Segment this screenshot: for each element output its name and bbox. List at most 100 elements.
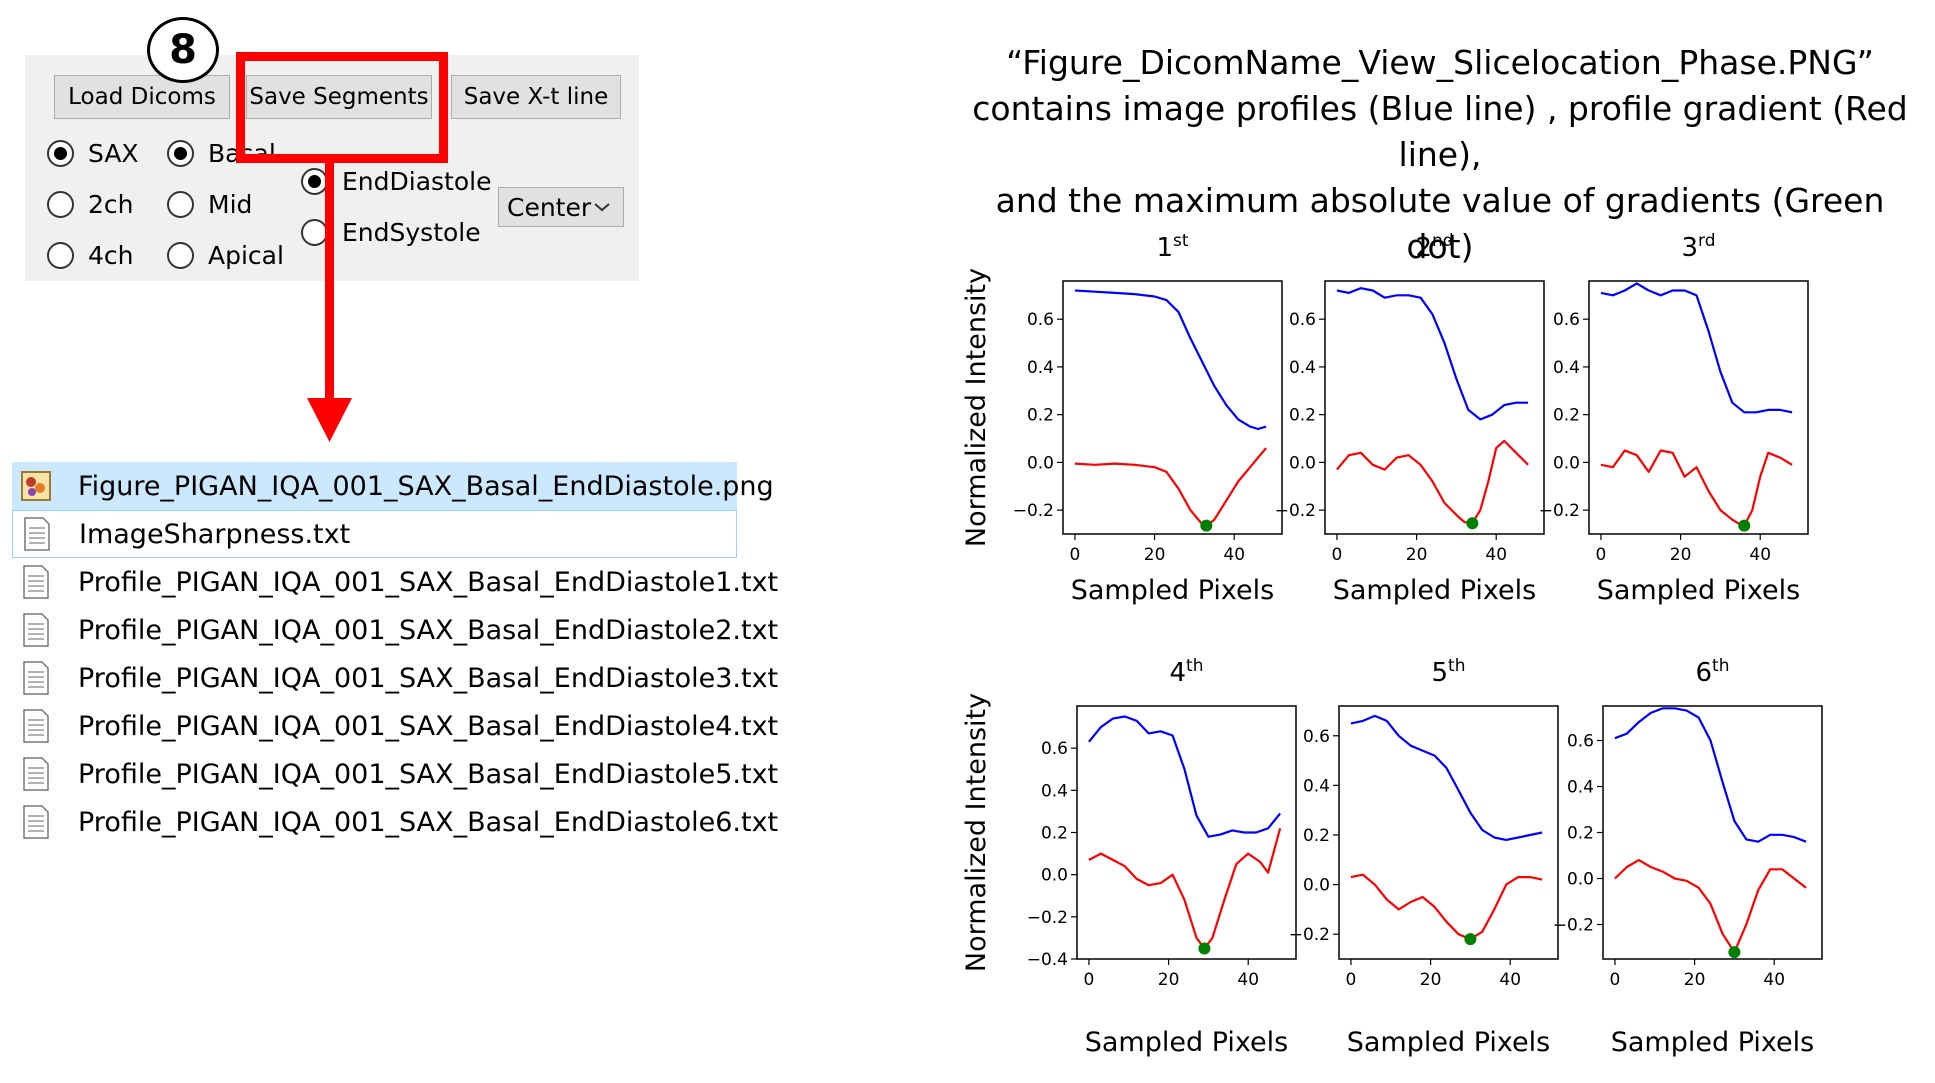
x-tick-label: 20 [1420, 970, 1442, 990]
y-tick-label: 0.0 [1553, 453, 1580, 473]
radio-dot [47, 242, 74, 269]
radio-label: SAX [88, 139, 139, 168]
y-tick-label: 0.0 [1027, 453, 1054, 473]
radio-view-sax[interactable]: SAX [47, 139, 139, 168]
y-tick-label: 0.0 [1289, 453, 1316, 473]
radio-slice-mid[interactable]: Mid [167, 190, 252, 219]
y-tick-label: 0.0 [1303, 876, 1330, 896]
chart-title: 6th [1696, 656, 1730, 688]
x-tick-label: 0 [1596, 545, 1607, 565]
profile-line [1350, 714, 1543, 842]
radio-dot [47, 140, 74, 167]
radio-dot [47, 191, 74, 218]
plot-frame [1338, 705, 1559, 960]
file-name: ImageSharpness.txt [79, 518, 351, 550]
file-name: Profile_PIGAN_IQA_001_SAX_Basal_EndDiast… [78, 566, 779, 598]
location-select[interactable]: Center [498, 187, 624, 227]
plot-frame [1324, 280, 1545, 535]
x-tick-label: 40 [1237, 970, 1259, 990]
chart-title: 2nd [1415, 231, 1453, 263]
y-tick-label: 0.6 [1041, 739, 1068, 759]
file-row-profile-4[interactable]: Profile_PIGAN_IQA_001_SAX_Basal_EndDiast… [12, 702, 778, 750]
x-tick-label: 20 [1158, 970, 1180, 990]
location-select-value: Center [507, 192, 592, 222]
y-tick-label: −0.2 [1013, 501, 1054, 521]
x-tick-label: 20 [1406, 545, 1428, 565]
file-row-profile-5[interactable]: Profile_PIGAN_IQA_001_SAX_Basal_EndDiast… [12, 750, 778, 798]
radio-view-4ch[interactable]: 4ch [47, 241, 134, 270]
y-tick-label: 0.4 [1553, 358, 1580, 378]
x-tick-label: 20 [1144, 545, 1166, 565]
radio-dot [167, 140, 194, 167]
file-row-figure-png[interactable]: Figure_PIGAN_IQA_001_SAX_Basal_EndDiasto… [12, 462, 774, 510]
x-tick-label: 20 [1670, 545, 1692, 565]
file-row-profile-2[interactable]: Profile_PIGAN_IQA_001_SAX_Basal_EndDiast… [12, 606, 778, 654]
y-tick-label: 0.6 [1289, 310, 1316, 330]
caption-line-2: contains image profiles (Blue line) , pr… [972, 89, 1908, 174]
y-tick-label: 0.2 [1553, 406, 1580, 426]
profile-chart-5: 5th 0 20 40 −0.2 0.0 0.2 0.4 0.6 Sampled Pixels [1289, 656, 1559, 1058]
y-tick-label: 0.2 [1027, 406, 1054, 426]
gradient-line [1336, 439, 1529, 525]
profile-chart-2: 2nd 0 20 40 −0.2 0.0 0.2 0.4 0.6 Sampled Pixels [1275, 231, 1545, 606]
max-gradient-dot [1200, 519, 1213, 532]
y-tick-label: −0.2 [1553, 916, 1594, 936]
radio-view-2ch[interactable]: 2ch [47, 190, 134, 219]
file-name: Profile_PIGAN_IQA_001_SAX_Basal_EndDiast… [78, 758, 779, 790]
file-row-profile-6[interactable]: Profile_PIGAN_IQA_001_SAX_Basal_EndDiast… [12, 798, 778, 846]
radio-slice-apical[interactable]: Apical [167, 241, 284, 270]
y-axis-label: Normalized Intensity [961, 268, 992, 547]
y-tick-label: −0.2 [1289, 925, 1330, 945]
profile-chart-6: 6th 0 20 40 −0.2 0.0 0.2 0.4 0.6 Sampled Pixels [1553, 656, 1823, 1058]
file-row-image-sharpness[interactable]: ImageSharpness.txt [12, 510, 737, 558]
caption-line-3: and the maximum absolute value of gradie… [995, 181, 1885, 266]
plot-frame [1062, 280, 1283, 535]
x-tick-label: 40 [1223, 545, 1245, 565]
y-tick-label: 0.0 [1567, 870, 1594, 890]
radio-label: 2ch [88, 190, 134, 219]
x-axis-label: Sampled Pixels [1071, 575, 1274, 606]
save-xt-line-button[interactable]: Save X-t line [451, 75, 621, 119]
text-file-icon [23, 805, 49, 839]
profile-chart-4: 4th 0 20 40 −0.4 −0.2 0.0 0.2 0.4 0.6 Sampled Pixe… [961, 656, 1297, 1058]
y-tick-label: 0.2 [1303, 826, 1330, 846]
radio-dot [167, 242, 194, 269]
y-tick-label: 0.4 [1303, 776, 1330, 796]
text-file-icon [24, 517, 50, 551]
x-tick-label: 0 [1070, 545, 1081, 565]
chart-title: 1st [1156, 231, 1188, 263]
file-name: Profile_PIGAN_IQA_001_SAX_Basal_EndDiast… [78, 710, 779, 742]
load-dicoms-button[interactable]: Load Dicoms [54, 75, 230, 119]
profile-chart-1: 1st 0 20 40 −0.2 0.0 0.2 0.4 0.6 Sampled Pixels No… [961, 231, 1283, 606]
text-file-icon [23, 565, 49, 599]
y-tick-label: 0.6 [1303, 727, 1330, 747]
gradient-line [1074, 447, 1267, 527]
x-axis-label: Sampled Pixels [1347, 1027, 1550, 1058]
radio-label: EndDiastole [342, 167, 492, 196]
control-panel: Load Dicoms Save Segments Save X-t line … [25, 55, 639, 281]
x-axis-label: Sampled Pixels [1333, 575, 1536, 606]
x-tick-label: 40 [1485, 545, 1507, 565]
image-file-icon [21, 471, 51, 501]
radio-phase-end-systole[interactable]: EndSystole [301, 218, 481, 247]
file-row-profile-3[interactable]: Profile_PIGAN_IQA_001_SAX_Basal_EndDiast… [12, 654, 778, 702]
y-tick-label: 0.2 [1041, 824, 1068, 844]
x-tick-label: 40 [1499, 970, 1521, 990]
x-axis-label: Sampled Pixels [1085, 1027, 1288, 1058]
down-arrow-icon [307, 160, 352, 442]
x-tick-label: 0 [1084, 970, 1095, 990]
profile-line [1074, 289, 1267, 431]
x-tick-label: 0 [1346, 970, 1357, 990]
radio-label: Apical [208, 241, 284, 270]
file-row-profile-1[interactable]: Profile_PIGAN_IQA_001_SAX_Basal_EndDiast… [12, 558, 778, 606]
save-segments-button[interactable]: Save Segments [246, 75, 432, 119]
text-file-icon [23, 709, 49, 743]
file-name: Profile_PIGAN_IQA_001_SAX_Basal_EndDiast… [78, 806, 779, 838]
file-list: Figure_PIGAN_IQA_001_SAX_Basal_EndDiasto… [12, 462, 778, 846]
x-tick-label: 40 [1749, 545, 1771, 565]
y-axis-label: Normalized Intensity [961, 693, 992, 972]
y-tick-label: 0.4 [1289, 358, 1316, 378]
file-name: Profile_PIGAN_IQA_001_SAX_Basal_EndDiast… [78, 662, 779, 694]
radio-dot [167, 191, 194, 218]
x-tick-label: 40 [1763, 970, 1785, 990]
